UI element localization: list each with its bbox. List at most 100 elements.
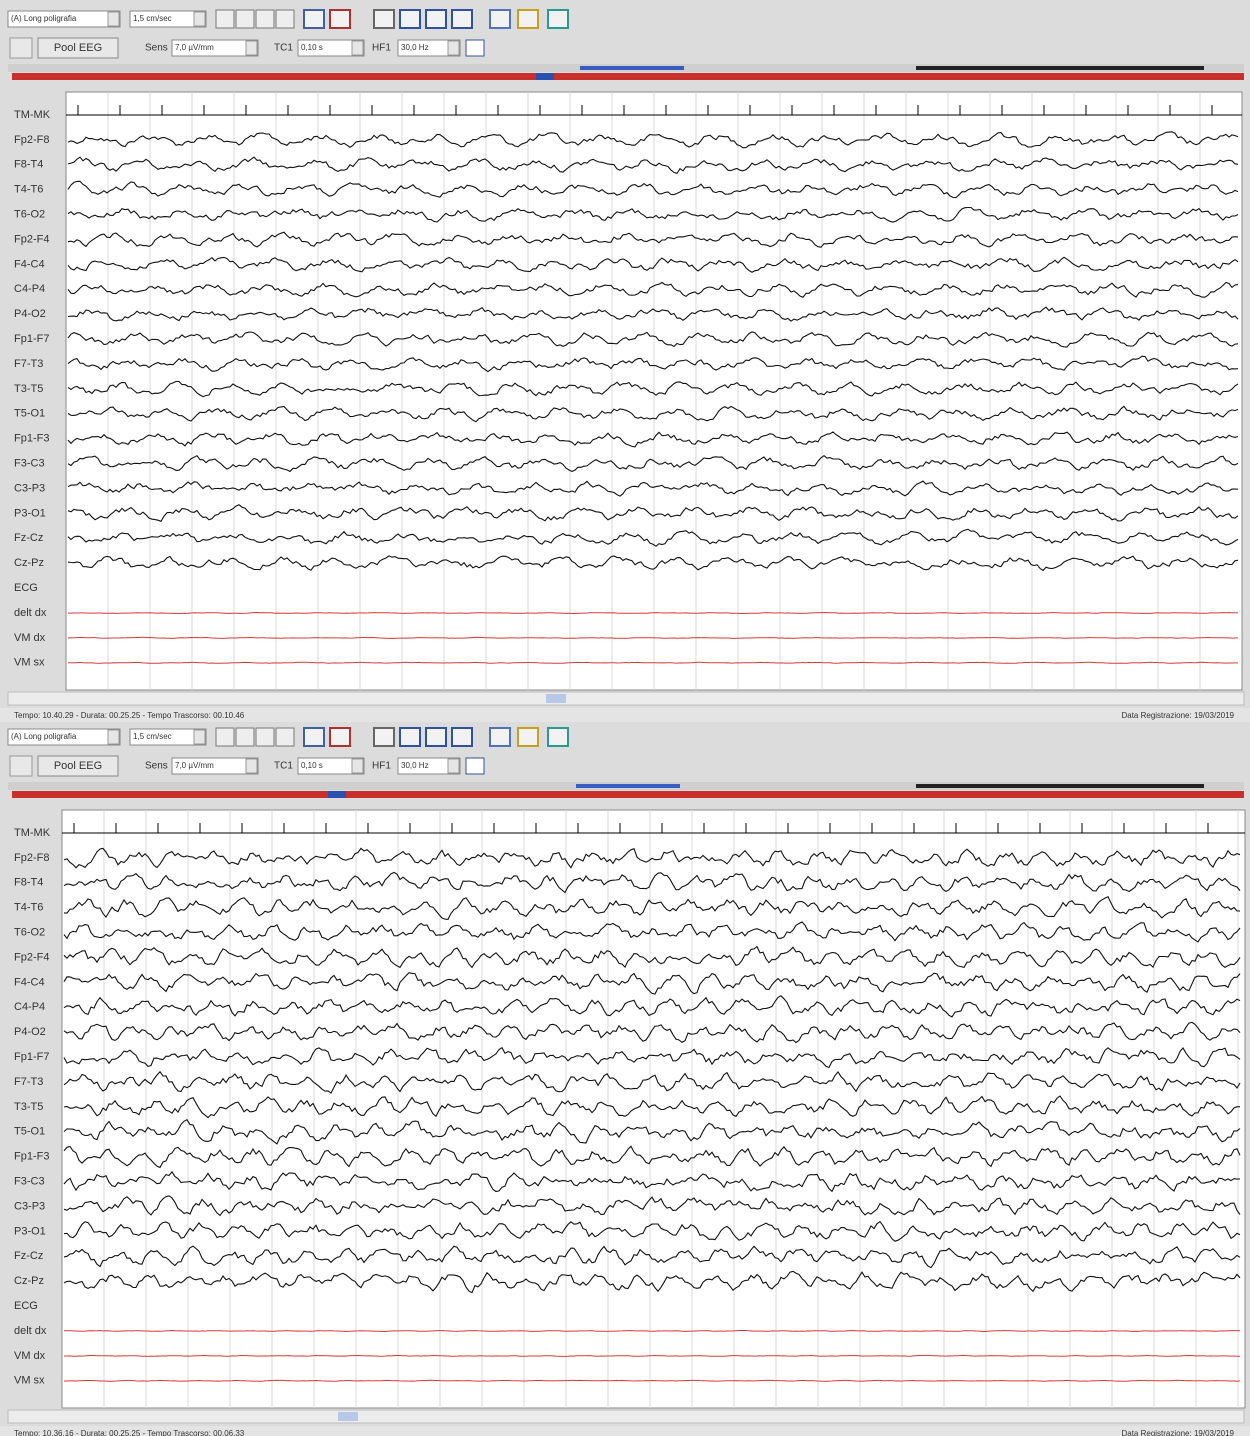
- channel-label: VM dx: [14, 632, 46, 644]
- status-right: Data Registrazione: 19/03/2019: [1121, 711, 1234, 720]
- tool-icon[interactable]: [452, 10, 472, 28]
- nav-button[interactable]: [256, 10, 274, 28]
- filter-icon[interactable]: [466, 758, 484, 774]
- hf-label: HF1: [372, 43, 391, 54]
- montage-select-text: (A) Long poligrafia: [11, 732, 77, 741]
- tool-icon[interactable]: [330, 728, 350, 746]
- tool-icon[interactable]: [426, 10, 446, 28]
- tool-icon[interactable]: [548, 10, 568, 28]
- nav-button[interactable]: [256, 728, 274, 746]
- tool-icon[interactable]: [374, 728, 394, 746]
- tc-select-text: 0,10 s: [301, 43, 323, 52]
- sens-select-text: 7,0 µV/mm: [175, 761, 214, 770]
- channel-label: T6-O2: [14, 927, 45, 939]
- channel-label: Fz-Cz: [14, 532, 43, 544]
- channel-label: F3-C3: [14, 458, 45, 470]
- nav-button[interactable]: [216, 728, 234, 746]
- status-left: Tempo: 10.36.16 - Durata: 00.25.25 - Tem…: [14, 1429, 245, 1436]
- channel-label: Fp1-F7: [14, 1051, 49, 1063]
- tool-icon[interactable]: [330, 10, 350, 28]
- tool-icon[interactable]: [518, 10, 538, 28]
- scroll-thumb[interactable]: [338, 1412, 358, 1421]
- tc-select-arrow: [352, 41, 363, 55]
- status-right: Data Registrazione: 19/03/2019: [1121, 1429, 1234, 1436]
- filter-icon[interactable]: [466, 40, 484, 56]
- blank-button[interactable]: [10, 756, 32, 776]
- channel-label: T3-T5: [14, 383, 43, 395]
- tool-icon[interactable]: [400, 728, 420, 746]
- eeg-panel: (A) Long poligrafia1,5 cm/secPool EEGSen…: [0, 10, 1250, 722]
- hf-select-arrow: [448, 759, 459, 773]
- channel-label: Fp1-F3: [14, 1151, 49, 1163]
- timeline-cursor[interactable]: [536, 73, 554, 80]
- eeg-panel: (A) Long poligrafia1,5 cm/secPool EEGSen…: [0, 728, 1250, 1436]
- scrollbar[interactable]: [8, 1410, 1244, 1423]
- channel-label: F4-C4: [14, 976, 45, 988]
- channel-label: delt dx: [14, 607, 47, 619]
- montage-select-text: (A) Long poligrafia: [11, 14, 77, 23]
- channel-label: F4-C4: [14, 258, 45, 270]
- tool-icon[interactable]: [548, 728, 568, 746]
- tool-icon[interactable]: [490, 10, 510, 28]
- hf-select-text: 30,0 Hz: [401, 43, 429, 52]
- channel-label: P3-O1: [14, 1225, 46, 1237]
- channel-label: C4-P4: [14, 1001, 45, 1013]
- tool-icon[interactable]: [304, 10, 324, 28]
- channel-label: Fp1-F3: [14, 433, 49, 445]
- tool-icon[interactable]: [400, 10, 420, 28]
- status-left: Tempo: 10.40.29 - Durata: 00.25.25 - Tem…: [14, 711, 245, 720]
- channel-label: T4-T6: [14, 184, 43, 196]
- timeline-red[interactable]: [12, 791, 1244, 798]
- sens-select-arrow: [246, 759, 257, 773]
- blank-button[interactable]: [10, 38, 32, 58]
- timeline-cursor[interactable]: [328, 791, 346, 798]
- channel-label: F3-C3: [14, 1176, 45, 1188]
- nav-button[interactable]: [276, 728, 294, 746]
- tool-icon[interactable]: [490, 728, 510, 746]
- tc-select-arrow: [352, 759, 363, 773]
- channel-label: ECG: [14, 1300, 38, 1312]
- channel-label: P3-O1: [14, 507, 46, 519]
- timeline-red[interactable]: [12, 73, 1244, 80]
- channel-label: ECG: [14, 582, 38, 594]
- channel-label: T4-T6: [14, 902, 43, 914]
- channel-label: Fp2-F8: [14, 134, 49, 146]
- channel-label: Cz-Pz: [14, 557, 44, 569]
- nav-button[interactable]: [216, 10, 234, 28]
- tool-icon[interactable]: [518, 728, 538, 746]
- nav-button[interactable]: [236, 10, 254, 28]
- eeg-screenshot: (A) Long poligrafia1,5 cm/secPool EEGSen…: [0, 0, 1250, 1436]
- montage-select-arrow: [108, 12, 119, 26]
- channel-label: Fp1-F7: [14, 333, 49, 345]
- tool-icon[interactable]: [304, 728, 324, 746]
- speed-select-text: 1,5 cm/sec: [133, 14, 172, 23]
- timeline-blue: [576, 784, 680, 788]
- scroll-thumb[interactable]: [546, 694, 566, 703]
- tc-select-text: 0,10 s: [301, 761, 323, 770]
- tool-icon[interactable]: [452, 728, 472, 746]
- channel-label: VM sx: [14, 1375, 45, 1387]
- channel-label: T5-O1: [14, 408, 45, 420]
- channel-label: T6-O2: [14, 209, 45, 221]
- channel-label: F8-T4: [14, 159, 43, 171]
- channel-label: VM sx: [14, 657, 45, 669]
- channel-label: C3-P3: [14, 482, 45, 494]
- channel-label: F7-T3: [14, 358, 43, 370]
- channel-label: P4-O2: [14, 308, 46, 320]
- timeline-blue: [580, 66, 684, 70]
- speed-select-arrow: [194, 730, 205, 744]
- channel-label: VM dx: [14, 1350, 46, 1362]
- sens-select-arrow: [246, 41, 257, 55]
- channel-label: T3-T5: [14, 1101, 43, 1113]
- nav-button[interactable]: [276, 10, 294, 28]
- tool-icon[interactable]: [426, 728, 446, 746]
- hf-label: HF1: [372, 761, 391, 772]
- tool-icon[interactable]: [374, 10, 394, 28]
- channel-label: Cz-Pz: [14, 1275, 44, 1287]
- tc-label: TC1: [274, 43, 293, 54]
- scrollbar[interactable]: [8, 692, 1244, 705]
- nav-button[interactable]: [236, 728, 254, 746]
- timeline-black: [916, 784, 1204, 788]
- pool-text: Pool EEG: [54, 42, 102, 54]
- channel-label: Fp2-F4: [14, 951, 49, 963]
